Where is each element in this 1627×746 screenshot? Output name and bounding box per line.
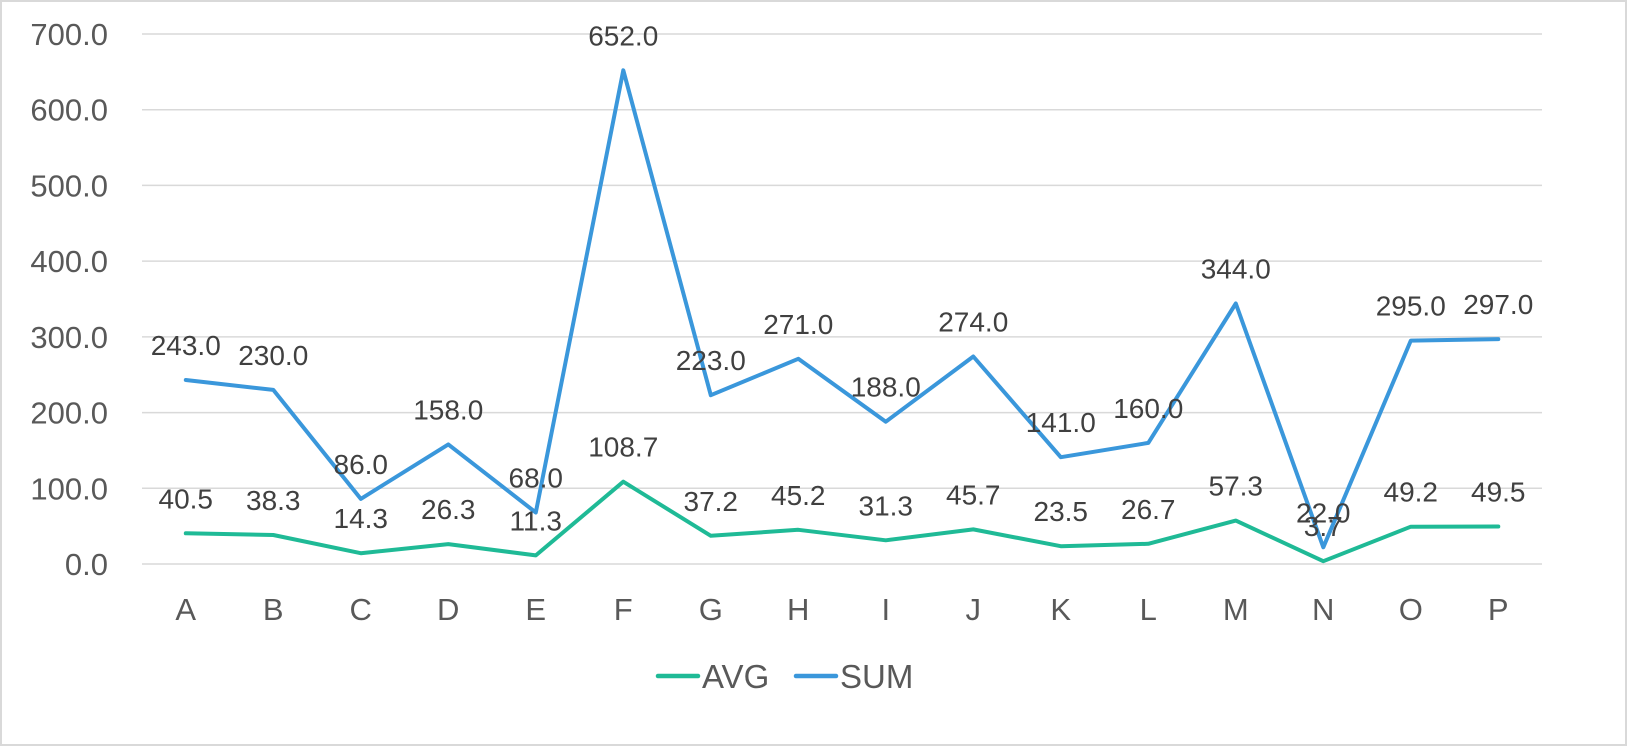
series-line-sum [183,68,1501,550]
data-label-sum: 271.0 [763,309,833,340]
series-lines [183,68,1501,564]
x-tick-label: H [787,592,809,627]
data-label-sum: 243.0 [151,330,221,361]
data-label-sum: 652.0 [588,20,658,51]
data-label-sum: 158.0 [413,394,483,425]
y-tick-label: 0.0 [65,547,108,582]
data-label-sum: 223.0 [676,345,746,376]
data-label-sum: 297.0 [1463,289,1533,320]
y-axis-ticks: 0.0 100.0 200.0 300.0 400.0 500.0 600.0 700.0 [30,17,108,582]
y-tick-label: 200.0 [30,396,108,431]
data-label-avg: 11.3 [510,505,562,536]
data-label-sum: 160.0 [1113,393,1183,424]
y-tick-label: 300.0 [30,320,108,355]
x-tick-label: L [1140,592,1157,627]
data-labels: 40.5 38.3 14.3 26.3 11.3 108.7 37.2 45.2 31.3 45.… [151,20,1534,542]
x-tick-label: C [350,592,372,627]
x-tick-label: D [437,592,459,627]
data-label-avg: 14.3 [334,503,389,534]
data-label-sum: 295.0 [1376,291,1446,322]
x-tick-label: O [1399,592,1423,627]
data-label-sum: 86.0 [334,449,389,480]
data-label-avg: 49.2 [1384,477,1439,508]
data-label-avg: 40.5 [159,483,214,514]
x-axis-ticks: A B C D E F G H I J K L M N O P [175,592,1508,627]
x-tick-label: J [966,592,982,627]
data-label-avg: 108.7 [588,432,658,463]
legend: AVG SUM [655,658,913,695]
data-label-sum: 22.0 [1296,497,1351,528]
x-tick-label: I [881,592,890,627]
data-label-avg: 45.7 [946,479,1001,510]
data-label-avg: 45.2 [771,480,826,511]
x-tick-label: A [175,592,196,627]
legend-label-avg: AVG [702,658,769,695]
x-tick-label: E [525,592,546,627]
y-tick-label: 100.0 [30,471,108,506]
y-tick-label: 600.0 [30,93,108,128]
legend-label-sum: SUM [840,658,913,695]
data-label-avg: 26.7 [1121,494,1176,525]
data-label-sum: 230.0 [238,340,308,371]
data-label-sum: 344.0 [1201,254,1271,285]
x-tick-label: P [1488,592,1509,627]
y-tick-label: 400.0 [30,244,108,279]
y-tick-label: 700.0 [30,17,108,52]
data-label-sum: 188.0 [851,372,921,403]
x-tick-label: B [263,592,284,627]
series-line-avg [183,479,1501,564]
y-tick-label: 500.0 [30,168,108,203]
data-label-avg: 37.2 [684,486,739,517]
data-label-sum: 68.0 [509,463,564,494]
x-tick-label: F [614,592,633,627]
x-tick-label: G [699,592,723,627]
data-label-sum: 141.0 [1026,407,1096,438]
data-label-avg: 49.5 [1471,477,1526,508]
gridlines [142,33,1542,565]
x-tick-label: K [1050,592,1071,627]
data-label-avg: 38.3 [246,485,301,516]
data-label-avg: 26.3 [421,494,476,525]
x-tick-label: M [1223,592,1249,627]
data-label-avg: 57.3 [1209,471,1264,502]
data-label-avg: 31.3 [859,490,914,521]
data-label-avg: 3.7 [1304,511,1343,542]
data-label-avg: 23.5 [1034,496,1089,527]
x-tick-label: N [1312,592,1334,627]
data-label-sum: 274.0 [938,307,1008,338]
